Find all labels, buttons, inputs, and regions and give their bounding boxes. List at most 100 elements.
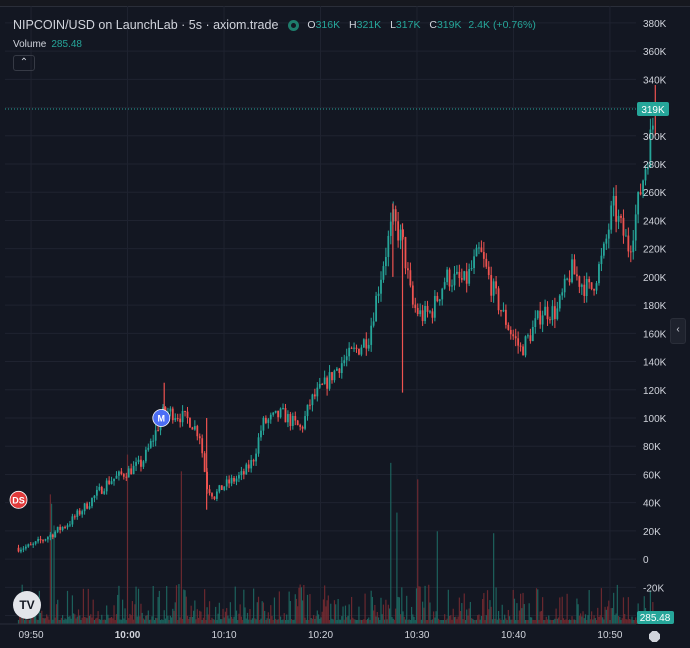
candle-body: [37, 539, 40, 542]
volume-bar: [462, 619, 464, 624]
candle-body: [78, 510, 81, 515]
volume-bar: [502, 619, 505, 624]
volume-bar: [22, 614, 25, 624]
volume-bar: [58, 619, 60, 624]
time-axis: 09:50 10:00 10:10 10:20 10:30 10:40 10:50: [0, 623, 636, 641]
volume-bar: [431, 619, 434, 624]
volume-bar: [123, 618, 125, 624]
volume-bar: [219, 619, 222, 624]
volume-bar: [332, 619, 334, 624]
x-tick-label: 10:10: [212, 630, 237, 641]
volume-bar: [41, 610, 43, 624]
volume-bar: [180, 471, 182, 624]
collapse-legend-button[interactable]: ⌃: [13, 55, 35, 71]
candle-body: [372, 321, 375, 326]
volume-bar: [374, 604, 376, 624]
volume-bar: [268, 618, 271, 624]
candle-body: [522, 346, 524, 356]
volume-bar: [533, 619, 535, 624]
volume-bar: [311, 618, 314, 624]
volume-bar: [129, 613, 131, 624]
volume-bar: [491, 619, 494, 624]
volume-bar: [168, 619, 170, 624]
candle-body: [245, 464, 248, 475]
candle-body: [336, 368, 338, 371]
volume-bar: [597, 607, 599, 624]
candle-body: [110, 481, 113, 484]
volume-bar: [388, 608, 391, 624]
volume-bar: [228, 618, 230, 624]
y-tick-label: 360K: [643, 47, 667, 58]
market-status-icon[interactable]: [288, 19, 300, 31]
volume-bar: [349, 619, 351, 624]
candle-body: [517, 338, 520, 346]
volume-bar: [586, 619, 588, 624]
volume-bar: [409, 619, 411, 624]
volume-bar: [457, 616, 459, 624]
volume-bar: [542, 597, 544, 624]
volume-bar: [246, 612, 249, 624]
volume-bar: [632, 619, 634, 624]
candle-body: [105, 480, 108, 492]
volume-bar: [359, 619, 361, 624]
candle-body: [617, 215, 620, 222]
expand-panel-arrow-icon[interactable]: ‹: [670, 318, 686, 344]
volume-bar: [222, 608, 224, 624]
volume-bar: [44, 618, 47, 624]
volume-bar: [254, 618, 256, 624]
volume-bar: [133, 619, 135, 624]
y-tick-label: 140K: [643, 358, 667, 369]
volume-bar: [524, 619, 527, 624]
volume-bar: [494, 618, 496, 624]
volume-bar: [166, 586, 168, 624]
candle-body: [250, 460, 253, 469]
volume-bar: [447, 589, 449, 624]
volume-bar: [297, 606, 299, 624]
volume-bar: [184, 590, 186, 624]
volume-bar: [200, 611, 202, 624]
candle-body: [458, 271, 461, 279]
settings-gear-icon[interactable]: [649, 631, 660, 642]
volume-bar: [578, 615, 580, 624]
tradingview-logo[interactable]: TV: [13, 591, 41, 619]
volume-bar: [484, 619, 486, 624]
volume-bar: [306, 594, 309, 624]
candle-body: [365, 339, 368, 349]
candle-body: [407, 268, 409, 271]
volume-bar: [529, 617, 531, 624]
volume-bar: [30, 614, 32, 624]
volume-bar: [534, 619, 536, 624]
volume-bar: [106, 605, 108, 624]
candle-body: [600, 255, 603, 265]
volume-bar: [395, 608, 397, 624]
candle-body: [189, 418, 191, 428]
volume-bar: [320, 617, 322, 624]
volume-bar: [37, 619, 39, 624]
marker-m[interactable]: [152, 409, 171, 427]
volume-bar: [407, 619, 409, 624]
y-tick-label: 220K: [643, 245, 667, 256]
candle-body: [556, 308, 559, 320]
volume-bar: [513, 598, 516, 624]
volume-bar: [112, 618, 114, 624]
candle-body: [61, 526, 64, 530]
volume-bar: [86, 618, 88, 624]
candle-body: [436, 295, 439, 302]
volume-bar: [270, 605, 272, 624]
volume-bar: [121, 599, 124, 624]
volume-bar: [99, 619, 102, 624]
volume-bar: [224, 611, 227, 624]
volume-bar: [119, 619, 121, 624]
volume-bar: [506, 619, 508, 624]
volume-bar: [386, 619, 388, 624]
volume-bar: [26, 619, 28, 624]
marker-ds[interactable]: [9, 490, 28, 509]
volume-bar: [599, 615, 601, 624]
volume-bar: [194, 600, 196, 624]
volume-bar: [96, 617, 98, 624]
current-price-badge: [637, 102, 669, 116]
candle-body: [93, 495, 96, 498]
volume-bar: [289, 601, 291, 624]
candle-body: [647, 167, 649, 170]
